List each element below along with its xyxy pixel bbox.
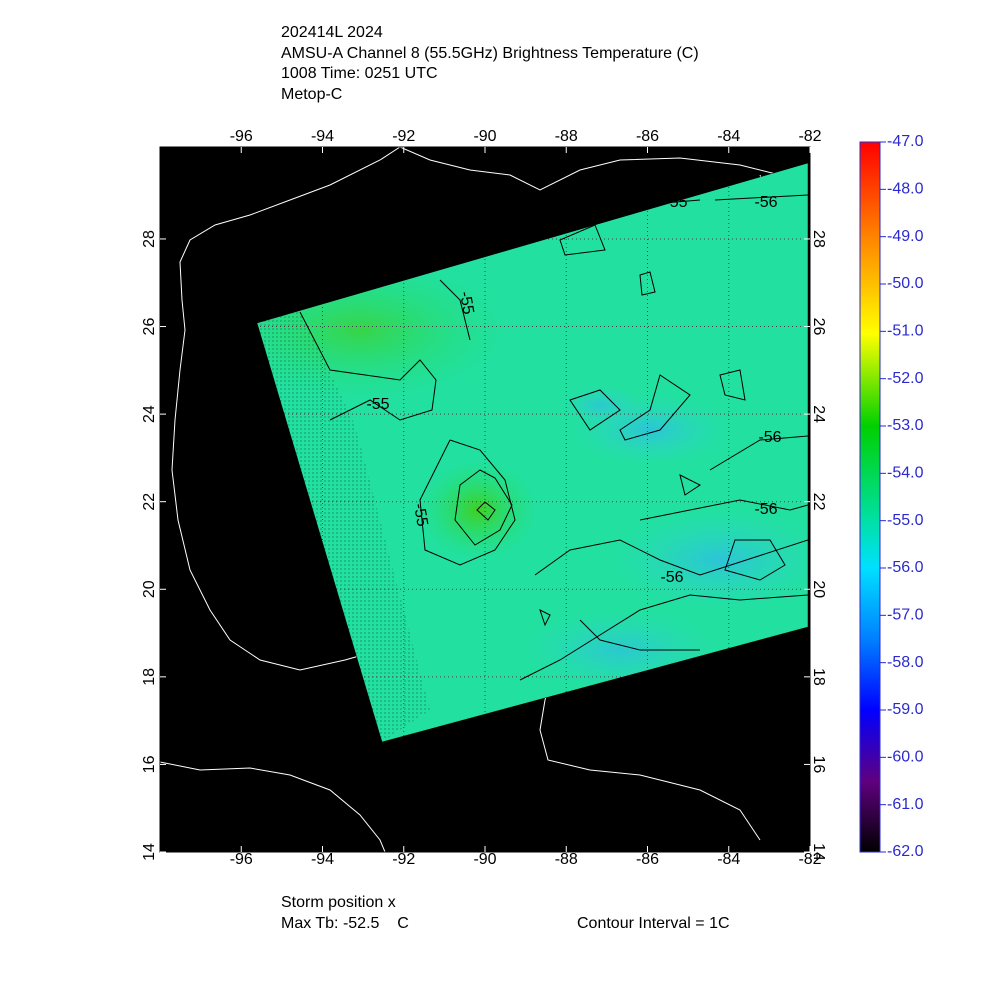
y-tick-label-right: 22 [810, 493, 827, 511]
x-tick-label-top: -82 [798, 128, 821, 145]
contour-label: -55 [664, 194, 687, 211]
x-tick-label-bottom: -92 [392, 851, 415, 868]
y-tick-label-right: 28 [810, 230, 827, 248]
contour-label: -55 [366, 396, 389, 413]
x-tick-label-top: -84 [717, 128, 740, 145]
y-tick-label-left: 24 [141, 405, 158, 423]
header-line: AMSU-A Channel 8 (55.5GHz) Brightness Te… [281, 45, 699, 62]
contour-label: -56 [758, 429, 781, 446]
colorbar-tick-label: -56.0 [887, 559, 924, 576]
contour-label: -56 [660, 569, 683, 586]
y-tick-label-left: 16 [141, 755, 158, 773]
colorbar-tick-label: -61.0 [887, 796, 924, 813]
header-line: 1008 Time: 0251 UTC [281, 65, 438, 82]
x-tick-label-top: -90 [473, 128, 496, 145]
contour-labels: -55 -56 -55 -55 -56 -55 -56 -56 [366, 194, 781, 586]
colorbar-tick-label: -52.0 [887, 370, 924, 387]
colorbar-tick-label: -60.0 [887, 749, 924, 766]
y-tick-label-right: 14 [810, 843, 827, 861]
y-tick-label-right: 26 [810, 318, 827, 336]
colorbar: -47.0 -48.0 -49.0 -50.0 -51.0 -52.0 -53.0 -54.0… [859, 133, 924, 860]
colorbar-tick-label: -57.0 [887, 607, 924, 624]
map: -55 -56 -55 -55 -56 -55 -56 -56 -96 -96 -94 -94 -92… [141, 128, 827, 868]
contour-label: -56 [754, 194, 777, 211]
x-tick-label-bottom: -88 [555, 851, 578, 868]
x-tick-label-bottom: -94 [311, 851, 334, 868]
colorbar-tick-label: -47.0 [887, 133, 924, 150]
max-tb: Max Tb: -52.5 C [281, 915, 409, 932]
colorbar-tick-label: -55.0 [887, 512, 924, 529]
colorbar-tick-label: -54.0 [887, 465, 924, 482]
colorbar-tick-label: -51.0 [887, 323, 924, 340]
y-tick-label-left: 20 [141, 580, 158, 598]
y-tick-label-right: 20 [810, 580, 827, 598]
header-line: Metop-C [281, 86, 342, 103]
x-tick-label-bottom: -82 [798, 851, 821, 868]
y-tick-label-right: 16 [810, 756, 827, 774]
y-tick-label-right: 18 [810, 668, 827, 686]
x-tick-label-bottom: -84 [717, 851, 740, 868]
y-tick-label-left: 28 [141, 230, 158, 248]
y-tick-label-right: 24 [810, 405, 827, 423]
storm-position: Storm position x [281, 894, 396, 911]
x-tick-label-top: -96 [230, 128, 253, 145]
y-tick-label-left: 22 [141, 493, 158, 511]
colorbar-tick-label: -53.0 [887, 417, 924, 434]
y-tick-label-left: 18 [141, 668, 158, 686]
x-tick-label-bottom: -96 [230, 851, 253, 868]
header: 202414L 2024 AMSU-A Channel 8 (55.5GHz) … [281, 24, 699, 103]
colorbar-tick-label: -62.0 [887, 843, 924, 860]
x-tick-label-top: -88 [555, 128, 578, 145]
colorbar-tick-label: -50.0 [887, 275, 924, 292]
axes: -96 -96 -94 -94 -92 -92 -90 -90 -88 -88 -86 -86 -84 -… [141, 128, 827, 868]
x-tick-label-top: -94 [311, 128, 334, 145]
y-tick-label-left: 14 [141, 843, 158, 861]
colorbar-tick-label: -58.0 [887, 654, 924, 671]
contour-interval: Contour Interval = 1C [577, 915, 730, 932]
colorbar-tick-label: -49.0 [887, 228, 924, 245]
x-tick-label-top: -86 [636, 128, 659, 145]
header-line: 202414L 2024 [281, 24, 383, 41]
y-tick-label-left: 26 [141, 318, 158, 336]
x-tick-label-bottom: -86 [636, 851, 659, 868]
colorbar-tick-label: -59.0 [887, 701, 924, 718]
x-tick-label-bottom: -90 [473, 851, 496, 868]
footer: Storm position x Max Tb: -52.5 C Contour… [281, 894, 730, 932]
colorbar-tick-label: -48.0 [887, 181, 924, 198]
contour-label: -55 [410, 502, 431, 528]
contour-label: -56 [754, 501, 777, 518]
colorbar-ramp [859, 141, 881, 853]
contour-label: -55 [456, 290, 477, 316]
x-tick-label-top: -92 [392, 128, 415, 145]
